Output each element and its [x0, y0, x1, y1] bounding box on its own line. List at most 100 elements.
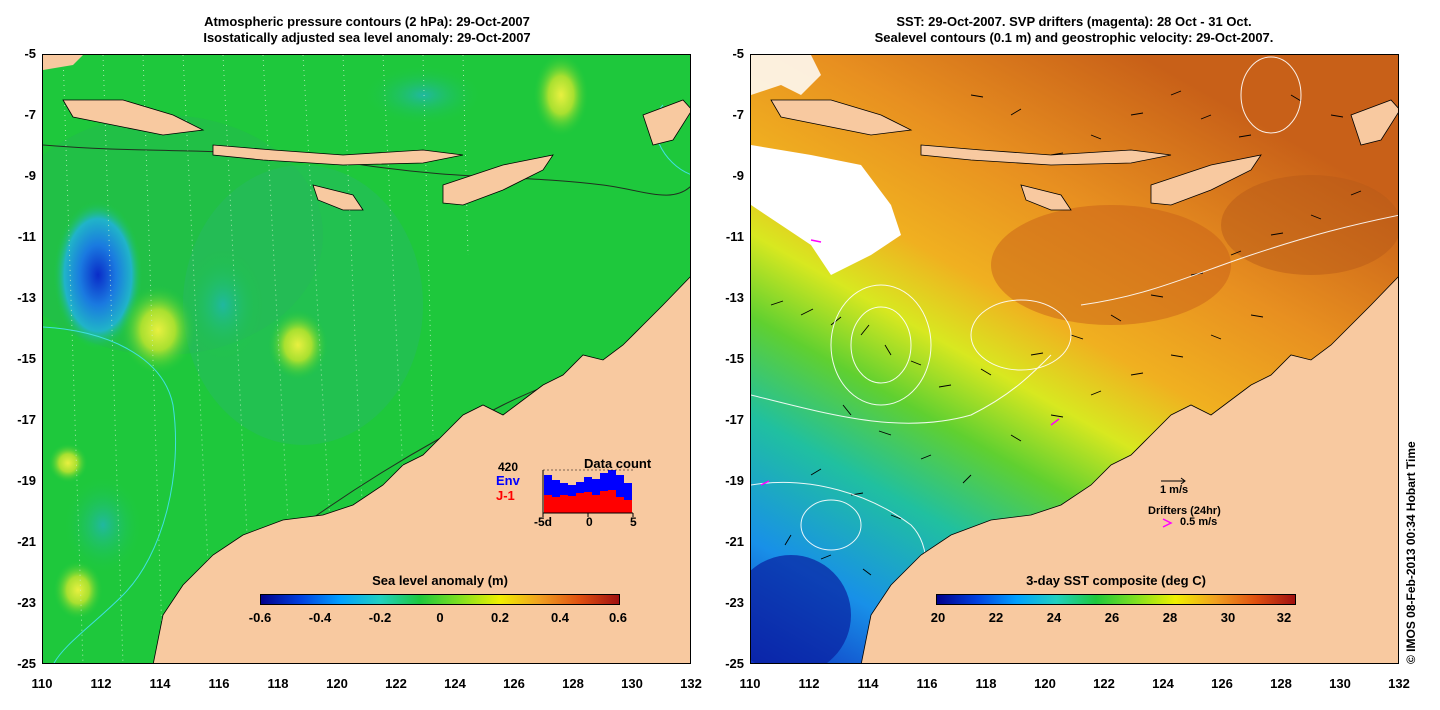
left-ytick: -13 [17, 290, 36, 305]
left-xtick: 110 [31, 676, 53, 691]
right-xtick: 130 [1329, 676, 1351, 691]
right-ytick: -21 [725, 534, 744, 549]
right-cbtick-1: 20 [930, 610, 946, 625]
right-colorbar-title: 3-day SST composite (deg C) [1026, 573, 1206, 588]
right-xtick: 116 [916, 676, 938, 691]
left-xtick: 116 [208, 676, 230, 691]
left-xtick: 118 [267, 676, 289, 691]
lesser-sunda-islands [212, 144, 464, 166]
right-ytick: -15 [725, 351, 744, 366]
positive-anomaly-eddy [120, 285, 196, 375]
right-ytick: -23 [725, 595, 744, 610]
left-cbtick-6: 0.4 [550, 610, 570, 625]
java-island [62, 99, 205, 136]
inset-title: Data count [584, 456, 652, 471]
inset-xtick-3: 5 [630, 515, 637, 529]
inset-j1-label: J-1 [496, 488, 515, 503]
right-ytick: -25 [725, 656, 744, 671]
australia-landmass [152, 276, 690, 663]
left-ytick: -17 [17, 412, 36, 427]
left-xtick: 114 [149, 676, 171, 691]
left-cbtick-5: 0.2 [490, 610, 510, 625]
right-xtick: 112 [798, 676, 820, 691]
svp-drifter-tracks [760, 239, 1060, 486]
right-ytick: -9 [732, 168, 744, 183]
data-count-inset [542, 469, 634, 517]
left-ytick: -11 [17, 229, 36, 244]
right-colorbar [936, 594, 1296, 605]
left-title-line2: Isostatically adjusted sea level anomaly… [203, 30, 531, 45]
right-ytick: -19 [725, 473, 744, 488]
imos-credit: © IMOS 08-Feb-2013 00:34 Hobart Time [1404, 441, 1418, 664]
right-title-line1: SST: 29-Oct-2007. SVP drifters (magenta)… [896, 14, 1252, 29]
sumba-island [1020, 184, 1072, 211]
left-colorbar [260, 594, 620, 605]
left-ytick: -19 [17, 473, 36, 488]
lesser-sunda-islands [920, 144, 1172, 166]
australia-landmass [860, 276, 1398, 663]
left-xtick: 120 [326, 676, 348, 691]
right-cbtick-5: 28 [1162, 610, 1178, 625]
left-cbtick-7: 0.6 [608, 610, 628, 625]
negative-anomaly-eddy [53, 200, 143, 350]
right-ytick: -17 [725, 412, 744, 427]
inset-env-label: Env [496, 473, 520, 488]
left-xtick: 132 [680, 676, 702, 691]
j1-bars [544, 490, 632, 513]
inset-xtick-2: 0 [586, 515, 593, 529]
right-cbtick-7: 32 [1276, 610, 1292, 625]
sst-map [750, 54, 1399, 664]
right-xtick: 124 [1152, 676, 1174, 691]
right-xtick: 132 [1388, 676, 1410, 691]
right-title-line2: Sealevel contours (0.1 m) and geostrophi… [874, 30, 1274, 45]
right-xtick: 128 [1270, 676, 1292, 691]
right-cbtick-2: 22 [988, 610, 1004, 625]
right-map-title: SST: 29-Oct-2007. SVP drifters (magenta)… [750, 14, 1398, 46]
left-cbtick-4: 0 [436, 610, 444, 625]
left-map-title: Atmospheric pressure contours (2 hPa): 2… [42, 14, 692, 46]
right-cbtick-4: 26 [1104, 610, 1120, 625]
sea-level-anomaly-svg [43, 55, 690, 663]
velocity-scale-arrow [1161, 477, 1186, 485]
left-cbtick-2: -0.4 [308, 610, 332, 625]
right-cbtick-6: 30 [1220, 610, 1236, 625]
left-ytick: -15 [17, 351, 36, 366]
left-ytick: -5 [24, 46, 36, 61]
sumba-island [312, 184, 364, 211]
left-xtick: 112 [90, 676, 112, 691]
sea-level-anomaly-map [42, 54, 691, 664]
left-ytick: -25 [17, 656, 36, 671]
right-ytick: -7 [732, 107, 744, 122]
left-cbtick-3: -0.2 [368, 610, 392, 625]
left-xtick: 130 [621, 676, 643, 691]
right-ytick: -5 [732, 46, 744, 61]
left-xtick: 126 [503, 676, 525, 691]
java-island [770, 99, 913, 136]
right-xtick: 114 [857, 676, 879, 691]
drifter-legend-label: Drifters (24hr) [1148, 505, 1221, 517]
left-xtick: 122 [385, 676, 407, 691]
left-ytick: -7 [24, 107, 36, 122]
inset-xtick-1: -5d [534, 515, 552, 529]
right-xtick: 122 [1093, 676, 1115, 691]
right-ytick: -13 [725, 290, 744, 305]
geostrophic-velocity-arrows [770, 90, 1362, 576]
left-xtick: 128 [562, 676, 584, 691]
left-xtick: 124 [444, 676, 466, 691]
left-ytick: -23 [17, 595, 36, 610]
left-ytick: -9 [24, 168, 36, 183]
inset-max-label: 420 [498, 460, 519, 474]
drifter-speed-symbol [1162, 518, 1173, 528]
right-xtick: 110 [739, 676, 761, 691]
right-xtick: 118 [975, 676, 997, 691]
left-colorbar-title: Sea level anomaly (m) [372, 573, 508, 588]
right-ytick: -11 [725, 229, 744, 244]
left-cbtick-1: -0.6 [248, 610, 272, 625]
cloud-mask [751, 145, 901, 275]
timor-island [1150, 154, 1262, 206]
sst-svg [751, 55, 1398, 663]
right-xtick: 120 [1034, 676, 1056, 691]
right-cbtick-3: 24 [1046, 610, 1062, 625]
velocity-scale-label: 1 m/s [1160, 484, 1189, 496]
left-title-line1: Atmospheric pressure contours (2 hPa): 2… [204, 14, 530, 29]
